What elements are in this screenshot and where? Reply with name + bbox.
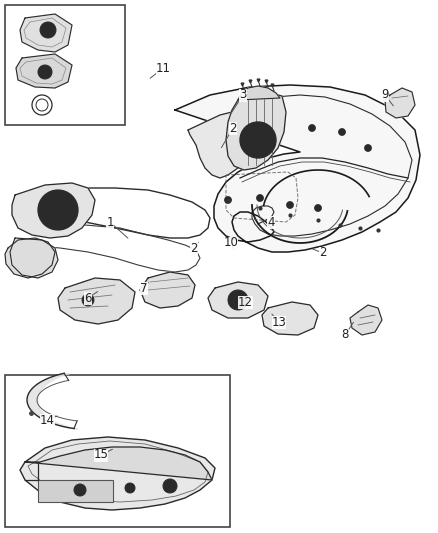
Circle shape (127, 486, 133, 490)
Circle shape (308, 125, 315, 132)
Text: 6: 6 (84, 292, 92, 304)
Bar (5, 375, 230, 527)
Polygon shape (58, 278, 135, 324)
Circle shape (257, 195, 264, 201)
Circle shape (240, 122, 276, 158)
Circle shape (364, 144, 371, 151)
Circle shape (44, 196, 72, 224)
Text: 12: 12 (237, 295, 252, 309)
Text: 1: 1 (106, 215, 114, 229)
Circle shape (125, 483, 135, 493)
Text: 2: 2 (190, 241, 198, 254)
Circle shape (40, 22, 56, 38)
Polygon shape (226, 93, 286, 170)
Circle shape (166, 482, 174, 490)
Circle shape (38, 65, 52, 79)
Polygon shape (350, 305, 382, 335)
Polygon shape (208, 282, 268, 318)
Polygon shape (20, 14, 72, 52)
Text: 15: 15 (94, 448, 109, 462)
Polygon shape (188, 108, 262, 178)
Circle shape (163, 479, 177, 493)
Text: 14: 14 (39, 414, 54, 426)
Text: 9: 9 (381, 88, 389, 101)
Text: 11: 11 (155, 61, 170, 75)
Text: 2: 2 (229, 122, 237, 134)
Circle shape (339, 128, 346, 135)
Circle shape (286, 201, 293, 208)
Polygon shape (12, 183, 95, 238)
Polygon shape (262, 302, 318, 335)
Polygon shape (20, 437, 215, 510)
Text: 8: 8 (341, 328, 349, 342)
Circle shape (77, 487, 83, 493)
Circle shape (38, 190, 78, 230)
Bar (38, 480, 113, 502)
Text: 10: 10 (223, 237, 238, 249)
Circle shape (42, 69, 48, 75)
Polygon shape (25, 447, 212, 480)
Circle shape (82, 294, 94, 306)
Circle shape (228, 290, 248, 310)
Polygon shape (16, 54, 72, 88)
Circle shape (245, 127, 271, 153)
Polygon shape (140, 272, 195, 308)
Polygon shape (10, 238, 58, 278)
Polygon shape (175, 85, 420, 252)
Bar (5, 5, 125, 125)
Polygon shape (238, 86, 280, 100)
Text: 4: 4 (267, 215, 275, 229)
Polygon shape (5, 238, 55, 278)
Circle shape (233, 295, 243, 305)
Text: 7: 7 (140, 281, 148, 295)
Text: 13: 13 (272, 316, 286, 328)
Text: 3: 3 (239, 88, 247, 101)
Text: 2: 2 (319, 246, 327, 260)
Circle shape (44, 26, 52, 34)
Circle shape (314, 205, 321, 212)
Circle shape (225, 197, 232, 204)
Polygon shape (385, 88, 415, 118)
Circle shape (74, 484, 86, 496)
